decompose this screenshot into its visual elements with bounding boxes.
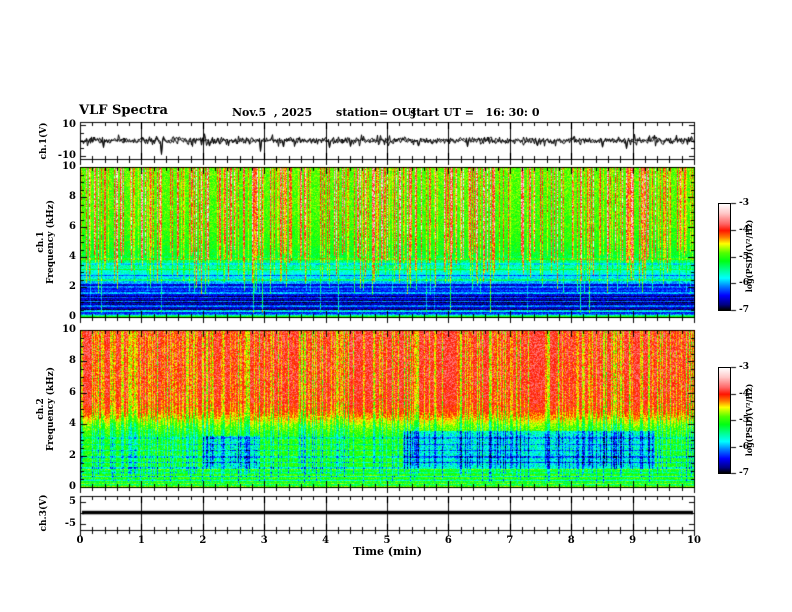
y-tick-label: 10: [62, 161, 76, 172]
ch1-colorbar: [718, 203, 731, 311]
x-axis-title: Time (min): [352, 545, 423, 558]
ch2-frequency-axis-label: ch.2 Frequency (kHz): [36, 367, 56, 451]
x-tick-label: 3: [260, 535, 268, 546]
ch1-frequency-axis-label-line2: Frequency (kHz): [46, 199, 56, 285]
y-tick-label: 8: [69, 191, 76, 202]
y-tick-label: 0: [69, 311, 76, 322]
x-tick-label: 8: [567, 535, 575, 546]
x-tick-label: 9: [629, 535, 637, 546]
y-tick-label: 6: [69, 386, 76, 398]
ch1-colorbar-gradient: [719, 204, 730, 310]
y-tick-label: 10: [62, 119, 76, 131]
x-tick-label: 2: [199, 535, 207, 546]
colorbar-tick-label: -4: [739, 224, 749, 235]
x-tick-label: 6: [444, 535, 452, 546]
colorbar-tick-label: -5: [739, 251, 749, 262]
colorbar-tick-label: -4: [739, 388, 749, 399]
x-tick-label: 10: [687, 535, 701, 546]
x-tick-label: 0: [76, 535, 84, 546]
x-tick-label: 5: [383, 535, 391, 546]
ch1-frequency-axis-label: ch.1 Frequency (kHz): [36, 200, 56, 284]
y-tick-label: 2: [69, 449, 76, 461]
colorbar-tick-label: -3: [739, 198, 749, 208]
y-tick-label: 8: [69, 355, 76, 367]
y-tick-label: -10: [57, 149, 76, 161]
y-tick-label: 5: [69, 495, 76, 507]
x-tick-label: 7: [506, 535, 514, 546]
x-tick-label: 4: [322, 535, 330, 546]
ch2-frequency-axis-label-line1: ch.2: [36, 398, 46, 420]
colorbar-tick-label: -7: [739, 468, 749, 478]
ch1-frequency-axis-label-line1: ch.1: [36, 231, 46, 253]
ch2-colorbar-gradient: [719, 368, 730, 473]
ch2-frequency-axis-label-line2: Frequency (kHz): [46, 366, 56, 452]
colorbar-tick-label: -7: [739, 305, 749, 315]
x-tick-label: 1: [137, 535, 145, 546]
colorbar-tick-label: -5: [739, 415, 749, 425]
colorbar-tick-label: -6: [739, 278, 749, 289]
y-tick-label: 6: [69, 221, 76, 232]
y-tick-label: 2: [69, 281, 76, 292]
ch2-colorbar: [718, 367, 731, 474]
colorbar-tick-label: -3: [739, 362, 749, 372]
colorbar-tick-label: -6: [739, 441, 749, 452]
y-tick-label: 10: [62, 324, 76, 335]
y-tick-label: 4: [69, 418, 76, 430]
y-tick-label: -5: [64, 518, 76, 530]
y-tick-label: 0: [69, 481, 76, 492]
y-tick-label: 4: [69, 251, 76, 262]
